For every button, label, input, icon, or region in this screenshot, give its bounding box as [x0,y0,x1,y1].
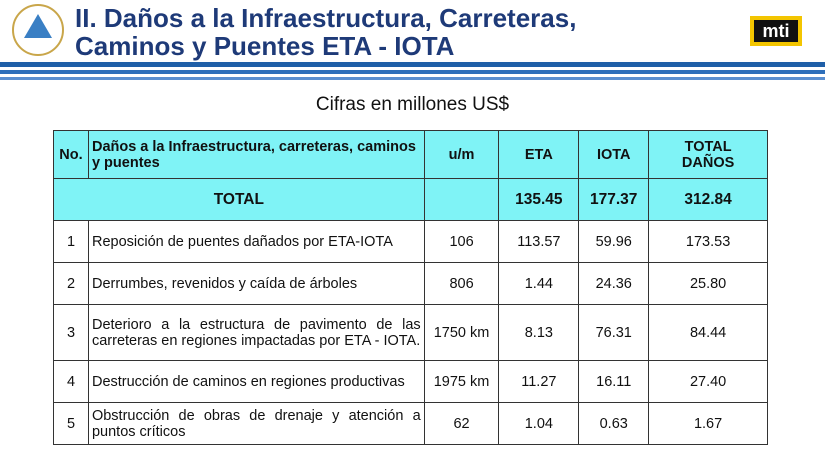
cell [423,178,500,221]
table-row: 4 Destrucción de caminos en regiones prod… [53,360,768,403]
header-graphics: mti [0,4,825,80]
cell: 4 [53,360,89,403]
header-row: No. Daños a la Infraestructura, carreter… [53,130,768,179]
cell: 173.53 [648,220,768,263]
cell: 1 [53,220,89,263]
total-cell: 312.84 [648,178,768,221]
cell: 3 [53,304,89,361]
cell: 24.36 [578,262,650,305]
cell: 113.57 [498,220,580,263]
table-row: 5 Obstrucción de obras de drenaje y atenc… [53,402,768,445]
column-header: IOTA [578,130,650,179]
cell: 5 [53,402,89,445]
cell: 106 [423,220,500,263]
description-cell: Destrucción de caminos en regiones produ… [87,360,425,403]
cell: 1.67 [648,402,768,445]
cell: 25.80 [648,262,768,305]
column-header: Daños a la Infraestructura, carreteras, … [87,130,425,179]
cell: 1975 km [423,360,500,403]
cell: 806 [423,262,500,305]
column-header: No. [53,130,89,179]
cell: 84.44 [648,304,768,361]
subtitle: Cifras en millones US$ [315,94,510,115]
cell: 11.27 [498,360,580,403]
description-cell: Reposición de puentes dañados por ETA-IO… [87,220,425,263]
cell: 1.44 [498,262,580,305]
title-line: Caminos y Puentes ETA - IOTA [75,31,455,61]
cell: 1.04 [498,402,580,445]
cell: 2 [53,262,89,305]
table-row: 2 Derrumbes, revenidos y caída de árboles… [53,262,768,305]
table-row: 3 Deterioro a la estructura de pavimento … [53,304,768,361]
emblem-triangle [24,14,52,38]
title: II. Daños a la Infraestructura, Carreter… [75,4,576,60]
cell: 27.40 [648,360,768,403]
description-cell: Derrumbes, revenidos y caída de árboles [87,262,425,305]
cell: 59.96 [578,220,650,263]
cell: 1750 km [423,304,500,361]
description-cell: Deterioro a la estructura de pavimento d… [87,304,425,361]
table-row: 1 Reposición de puentes dañados por ETA-I… [53,220,768,263]
cell: 16.11 [578,360,650,403]
logo-text: mti [763,21,790,41]
column-header: u/m [423,130,500,179]
total-cell: 135.45 [498,178,580,221]
total-label: TOTAL [53,178,425,221]
cell: 62 [423,402,500,445]
column-header: ETA [498,130,580,179]
stripe [0,77,825,80]
stripe [0,70,825,74]
description-cell: Obstrucción de obras de drenaje y atenci… [87,402,425,445]
cell: 76.31 [578,304,650,361]
title-line: II. Daños a la Infraestructura, Carreter… [75,3,577,33]
cell: 0.63 [578,402,650,445]
column-header: TOTAL DAÑOS [648,130,768,179]
cell: 8.13 [498,304,580,361]
damage-table: No. Daños a la Infraestructura, carreter… [53,130,768,445]
stripe [0,62,825,67]
logo-box [754,20,798,42]
total-cell: 177.37 [578,178,650,221]
total-row: TOTAL 135.45 177.37 312.84 [53,178,768,221]
